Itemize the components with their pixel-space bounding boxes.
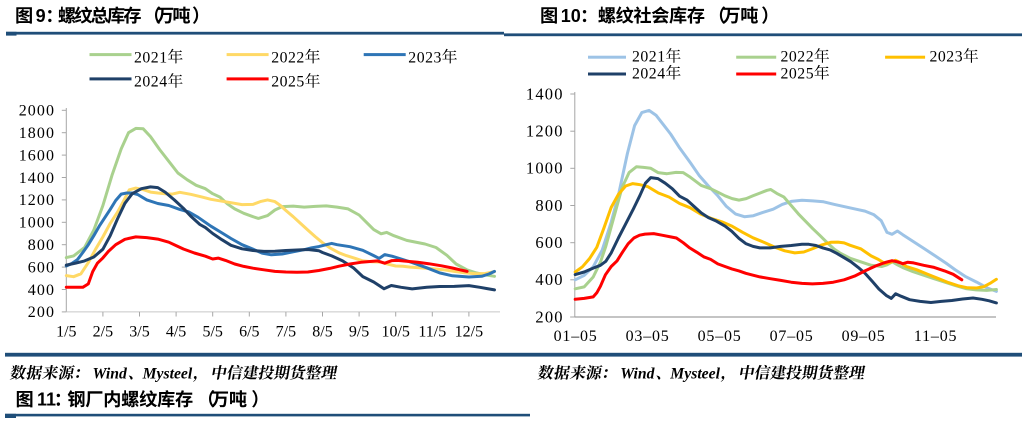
- svg-text:2022: 2022: [781, 49, 815, 66]
- svg-text:Mysteel: Mysteel: [142, 365, 193, 382]
- svg-text:200: 200: [535, 307, 563, 326]
- svg-text:2024: 2024: [632, 65, 666, 82]
- svg-text:2023: 2023: [408, 49, 442, 66]
- svg-text:5/5: 5/5: [202, 324, 222, 341]
- svg-text:4/5: 4/5: [166, 324, 186, 341]
- svg-text:1000: 1000: [526, 159, 564, 178]
- svg-text:Wind: Wind: [620, 365, 655, 382]
- svg-text:1400: 1400: [526, 84, 564, 103]
- svg-text:2025: 2025: [271, 74, 305, 91]
- svg-text:2022: 2022: [271, 49, 305, 66]
- svg-text:400: 400: [28, 282, 55, 299]
- svg-text:2024: 2024: [134, 74, 168, 91]
- svg-text:2023: 2023: [930, 49, 964, 66]
- svg-text:1/5: 1/5: [56, 324, 76, 341]
- svg-text:1600: 1600: [19, 147, 55, 164]
- svg-text:10: 10: [561, 6, 581, 26]
- svg-text:600: 600: [535, 233, 563, 252]
- svg-text:600: 600: [28, 259, 55, 276]
- svg-text:05–05: 05–05: [698, 328, 742, 345]
- svg-text:1800: 1800: [19, 125, 55, 142]
- svg-text:400: 400: [535, 270, 563, 289]
- svg-text:11/5: 11/5: [418, 324, 446, 341]
- svg-text:800: 800: [28, 237, 55, 254]
- svg-text:6/5: 6/5: [239, 324, 259, 341]
- svg-text:9: 9: [36, 6, 46, 26]
- svg-text:10/5: 10/5: [381, 324, 409, 341]
- svg-text:1200: 1200: [526, 122, 564, 141]
- svg-text:12/5: 12/5: [455, 324, 483, 341]
- svg-text:1000: 1000: [19, 215, 55, 232]
- svg-text:800: 800: [535, 196, 563, 215]
- svg-text:8/5: 8/5: [312, 324, 332, 341]
- svg-text:1400: 1400: [19, 170, 55, 187]
- svg-text:9/5: 9/5: [349, 324, 369, 341]
- svg-text:2021: 2021: [134, 49, 168, 66]
- svg-text:11–05: 11–05: [914, 328, 957, 345]
- svg-text:Wind: Wind: [93, 365, 128, 382]
- svg-text:2/5: 2/5: [93, 324, 113, 341]
- svg-text:01–05: 01–05: [554, 328, 598, 345]
- svg-text:07–05: 07–05: [770, 328, 814, 345]
- svg-text:Mysteel: Mysteel: [669, 365, 720, 382]
- svg-text:1200: 1200: [19, 192, 55, 209]
- svg-text:09–05: 09–05: [842, 328, 886, 345]
- svg-text:03–05: 03–05: [626, 328, 670, 345]
- svg-text:2021: 2021: [632, 49, 666, 66]
- svg-text:7/5: 7/5: [276, 324, 296, 341]
- svg-text:2000: 2000: [19, 103, 55, 120]
- svg-text:200: 200: [28, 304, 55, 321]
- svg-text:2025: 2025: [781, 65, 815, 82]
- svg-text:11: 11: [37, 390, 56, 410]
- svg-text:3/5: 3/5: [129, 324, 149, 341]
